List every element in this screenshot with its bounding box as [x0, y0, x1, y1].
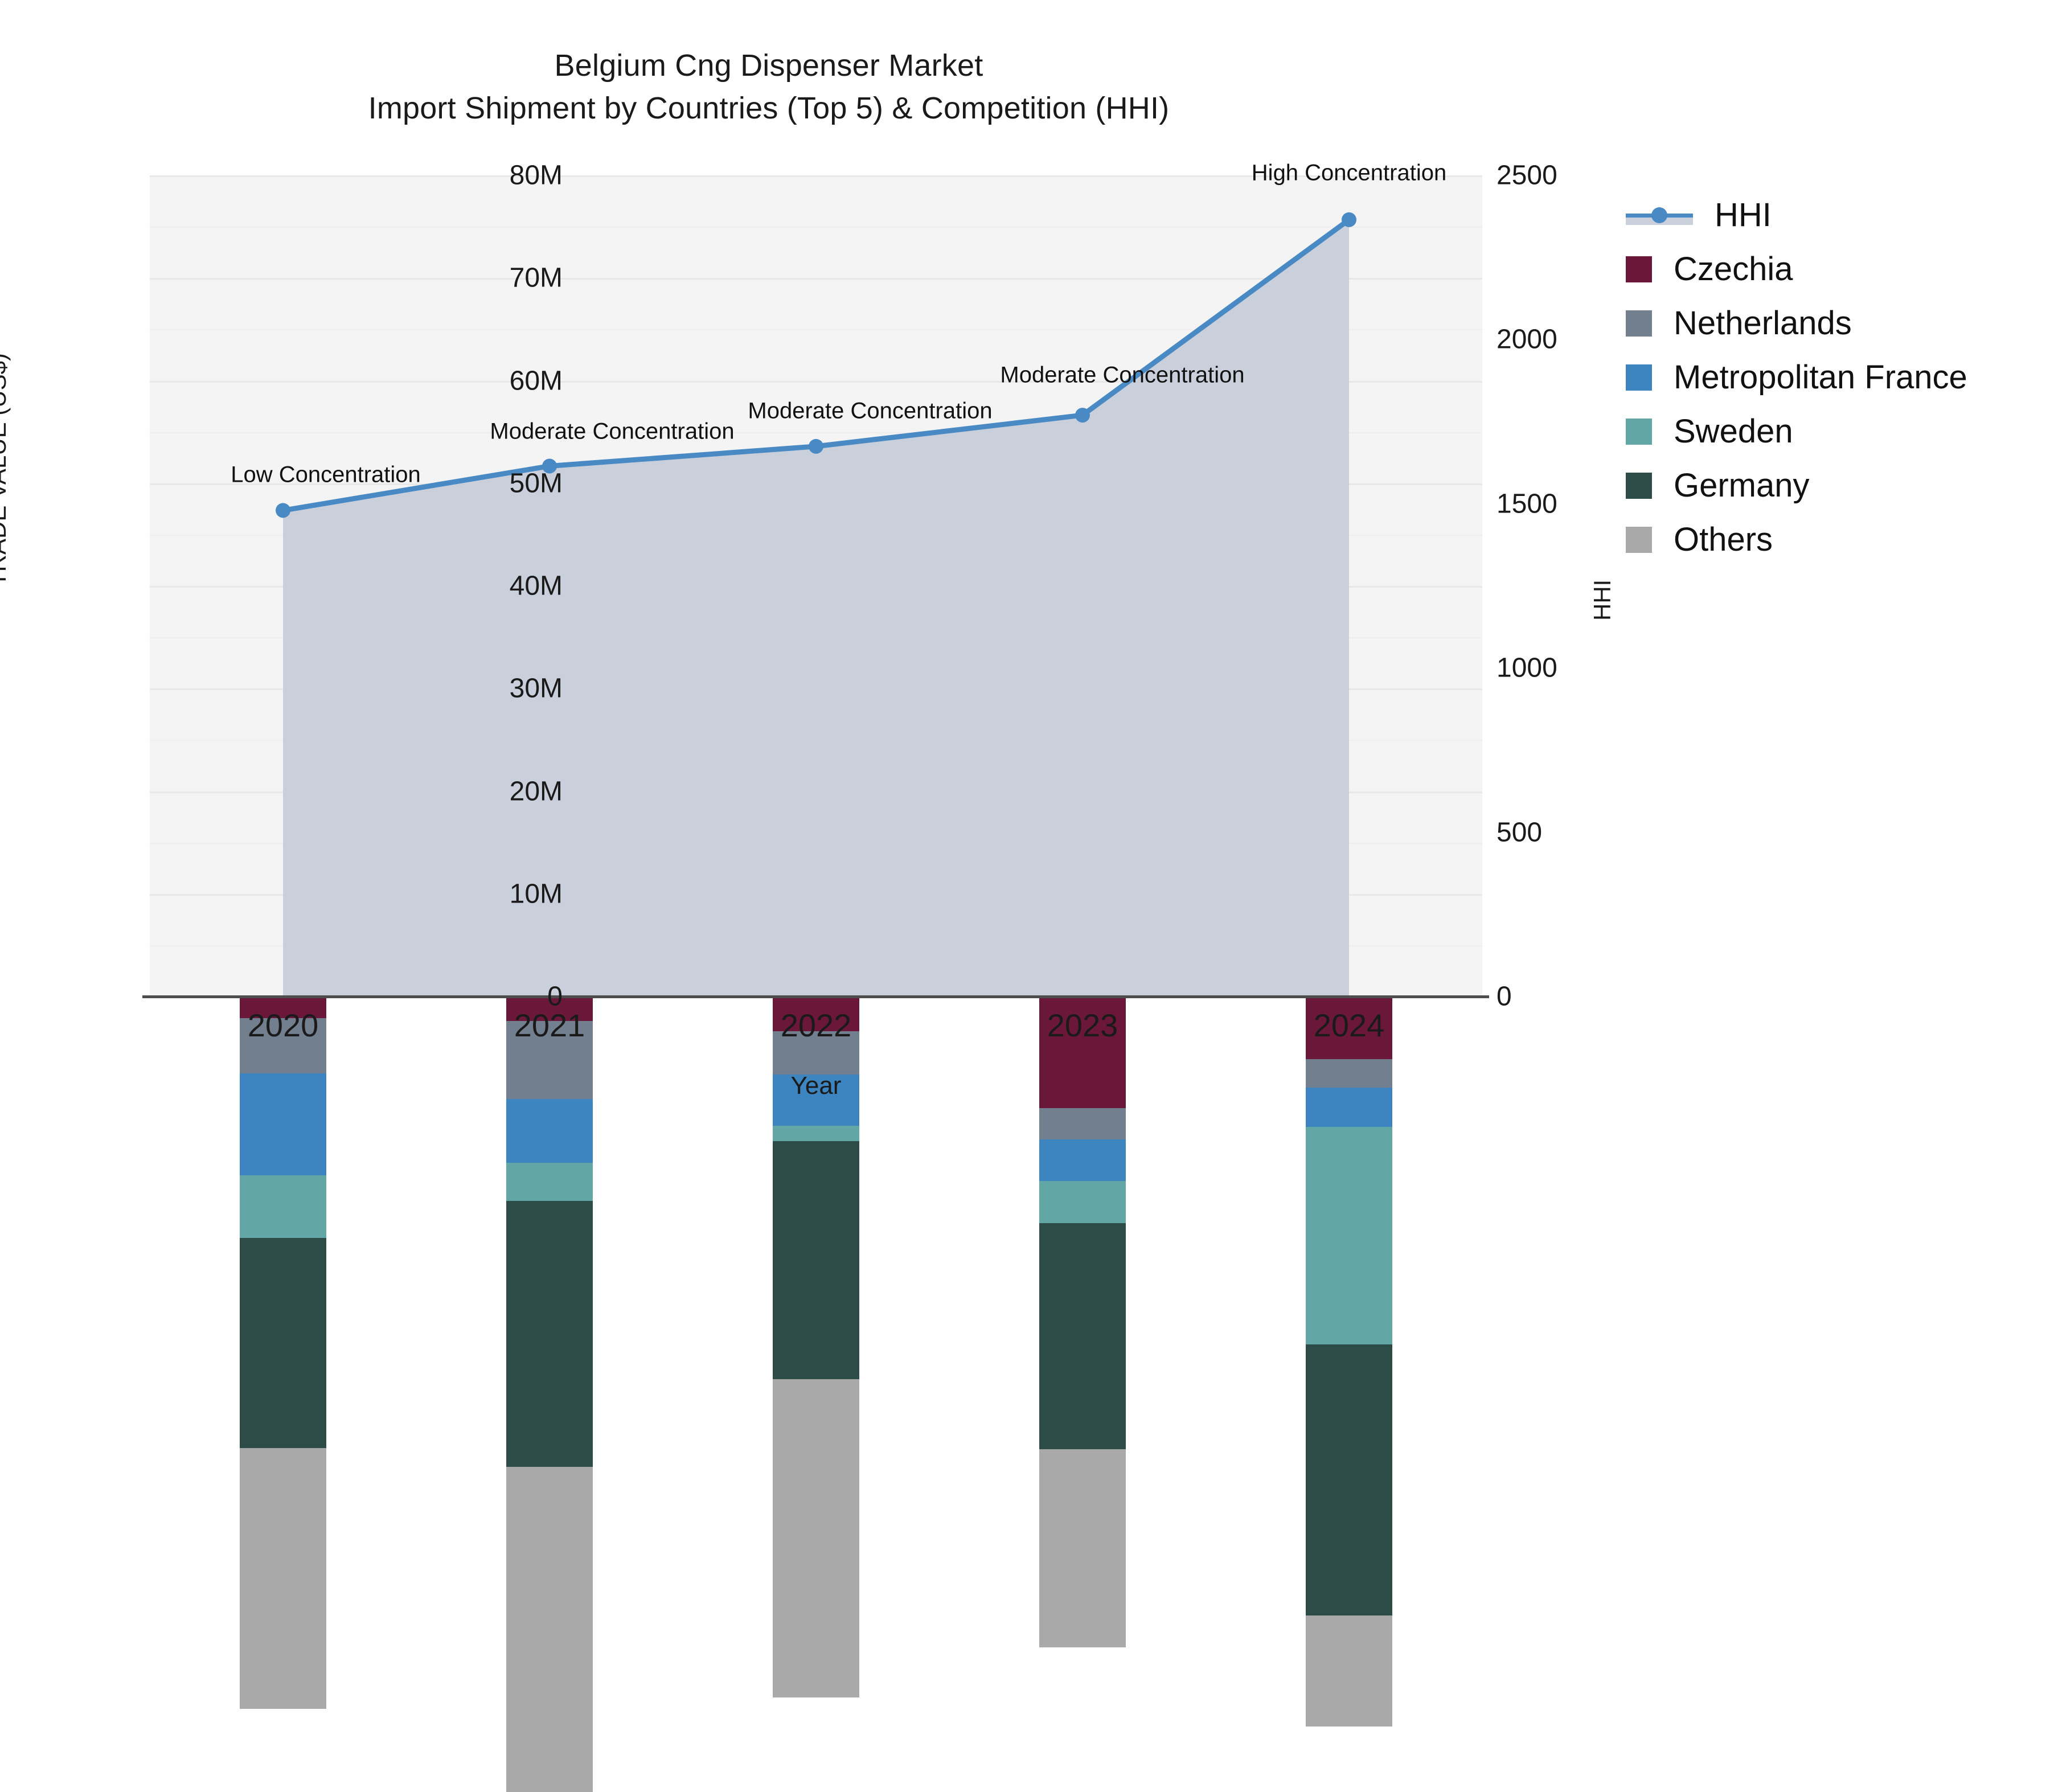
bar-segment[interactable] [1306, 997, 1392, 1059]
legend-label: Metropolitan France [1674, 359, 1967, 396]
concentration-annotation: Moderate Concentration [490, 419, 735, 444]
concentration-annotation: Moderate Concentration [748, 398, 993, 424]
hhi-line-icon [1626, 202, 1693, 228]
legend: HHI Czechia Netherlands Metropolitan France… [1626, 188, 1967, 567]
gridline [150, 227, 1482, 228]
bar-segment[interactable] [1306, 1059, 1392, 1088]
y-tick-right: 2500 [1496, 160, 1557, 191]
legend-label: Germany [1674, 467, 1810, 504]
legend-item[interactable]: Germany [1626, 458, 1967, 512]
title-line-1: Belgium Cng Dispenser Market [554, 48, 983, 83]
hhi-marker[interactable] [1342, 212, 1356, 227]
bar-segment[interactable] [1306, 1126, 1392, 1345]
bar-column[interactable] [240, 284, 326, 1709]
legend-swatch-icon [1626, 364, 1652, 391]
bar-segment[interactable] [773, 1074, 859, 1126]
bar-segment[interactable] [506, 1163, 593, 1201]
bar-segment[interactable] [1039, 997, 1126, 1109]
legend-swatch-icon [1626, 472, 1652, 499]
y-axis-right-label: HHI [1589, 579, 1616, 621]
chart-root: Belgium Cng Dispenser Market Import Ship… [0, 44, 1967, 1792]
y-tick-left: 30M [509, 673, 563, 704]
legend-label: Czechia [1674, 251, 1793, 288]
plot-area [150, 175, 1482, 1792]
bar-segment[interactable] [1039, 1139, 1126, 1182]
legend-label: HHI [1715, 196, 1772, 233]
y-tick-left: 40M [509, 571, 563, 601]
y-tick-left: 50M [509, 468, 563, 499]
y-tick-left: 80M [509, 160, 563, 191]
x-tick: 2022 [780, 1007, 852, 1043]
y-tick-right: 1000 [1496, 653, 1557, 683]
gridline [150, 175, 1482, 177]
legend-swatch-icon [1626, 256, 1652, 282]
x-tick: 2020 [247, 1007, 319, 1043]
legend-swatch-icon [1626, 418, 1652, 445]
bar-segment[interactable] [1306, 1088, 1392, 1127]
x-axis-label: Year [790, 1072, 842, 1100]
y-tick-left: 20M [509, 776, 563, 806]
legend-item[interactable]: HHI [1626, 188, 1967, 242]
title-line-2: Import Shipment by Countries (Top 5) & C… [368, 91, 1170, 125]
legend-swatch-icon [1626, 310, 1652, 337]
bar-segment[interactable] [773, 1379, 859, 1698]
bar-column[interactable] [1306, 266, 1392, 1727]
legend-item[interactable]: Netherlands [1626, 296, 1967, 350]
legend-item[interactable]: Others [1626, 512, 1967, 567]
bar-segment[interactable] [773, 1126, 859, 1142]
bar-segment[interactable] [506, 997, 593, 1022]
gridline [150, 278, 1482, 280]
bar-segment[interactable] [240, 997, 326, 1018]
chart-title: Belgium Cng Dispenser Market Import Ship… [0, 44, 1538, 129]
y-tick-left: 60M [509, 366, 563, 396]
bar-segment[interactable] [1039, 1181, 1126, 1224]
bar-segment[interactable] [773, 1031, 859, 1075]
bar-segment[interactable] [773, 1141, 859, 1380]
y-tick-left: 70M [509, 263, 563, 293]
x-axis-line [142, 995, 1489, 998]
legend-item[interactable]: Sweden [1626, 404, 1967, 458]
x-tick: 2023 [1047, 1007, 1118, 1043]
bar-segment[interactable] [240, 1175, 326, 1238]
x-tick: 2021 [514, 1007, 585, 1043]
y-tick-right: 0 [1496, 981, 1512, 1012]
y-tick-right: 1500 [1496, 489, 1557, 519]
concentration-annotation: Low Concentration [231, 462, 421, 487]
bar-segment[interactable] [240, 1237, 326, 1449]
concentration-annotation: Moderate Concentration [1000, 362, 1245, 388]
bar-segment[interactable] [506, 1200, 593, 1467]
y-tick-left: 10M [509, 879, 563, 909]
bar-segment[interactable] [773, 997, 859, 1032]
bar-segment[interactable] [1039, 1449, 1126, 1647]
bar-segment[interactable] [506, 1466, 593, 1792]
y-tick-left: 0 [547, 981, 563, 1012]
legend-item[interactable]: Czechia [1626, 242, 1967, 296]
concentration-annotation: High Concentration [1251, 160, 1447, 186]
bar-segment[interactable] [240, 1018, 326, 1074]
y-axis-left-label: TRADE VALUE (US$) [0, 353, 11, 587]
bar-segment[interactable] [240, 1448, 326, 1709]
bar-segment[interactable] [1306, 1344, 1392, 1615]
bar-segment[interactable] [1306, 1615, 1392, 1727]
bar-segment[interactable] [1039, 1108, 1126, 1139]
bar-segment[interactable] [1039, 1223, 1126, 1449]
x-tick: 2024 [1313, 1007, 1385, 1043]
legend-label: Others [1674, 521, 1773, 558]
bar-segment[interactable] [506, 1099, 593, 1163]
legend-swatch-icon [1626, 526, 1652, 553]
bar-column[interactable] [1039, 346, 1126, 1647]
legend-item[interactable]: Metropolitan France [1626, 350, 1967, 404]
legend-label: Sweden [1674, 413, 1793, 450]
y-tick-right: 2000 [1496, 324, 1557, 355]
legend-label: Netherlands [1674, 305, 1852, 342]
bar-segment[interactable] [506, 1021, 593, 1100]
y-tick-right: 500 [1496, 817, 1543, 848]
